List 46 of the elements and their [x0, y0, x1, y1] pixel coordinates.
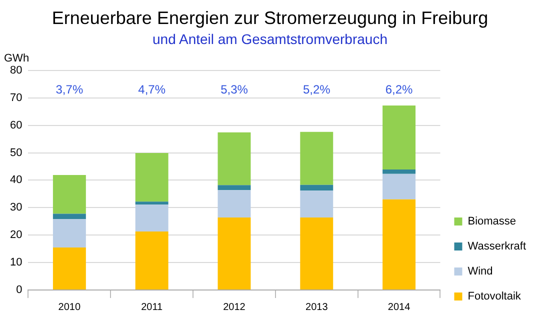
annotation: 4,7%: [138, 82, 166, 97]
x-tick-label: 2013: [306, 302, 328, 313]
bar: [300, 190, 334, 218]
chart-subtitle: und Anteil am Gesamtstromverbrauch: [152, 30, 388, 47]
bar: [300, 184, 334, 191]
y-tick-label: 40: [10, 174, 22, 186]
bar: [218, 132, 251, 186]
bar: [382, 199, 416, 290]
legend-label: Wasserkraft: [468, 240, 526, 253]
annotation: 6,2%: [385, 82, 414, 97]
bar: [218, 185, 251, 190]
bar: [300, 218, 334, 290]
x-tick-label: 2014: [388, 302, 411, 313]
bar: [135, 153, 168, 202]
bar: [382, 106, 416, 170]
bar: [382, 169, 416, 174]
chart-title: Erneuerbare Energien zur Stromerzeugung in Freiburg: [52, 8, 488, 28]
bar: [52, 219, 86, 248]
y-axis-title: GWh: [4, 52, 30, 64]
y-tick-label: 60: [10, 119, 22, 132]
legend-label: Fotovoltaik: [468, 290, 522, 303]
bar: [300, 132, 334, 185]
bar: [218, 218, 251, 290]
y-tick-label: 70: [10, 92, 22, 104]
bar: [135, 202, 168, 205]
bar: [218, 190, 251, 218]
bar: [135, 204, 168, 232]
legend-label: Wind: [468, 266, 493, 278]
y-tick-label: 30: [10, 202, 22, 214]
x-tick-label: 2010: [58, 302, 81, 313]
y-tick-label: 0: [16, 284, 22, 296]
y-tick-label: 10: [10, 256, 22, 269]
y-tick-label: 20: [10, 229, 22, 242]
annotation: 5,2%: [302, 82, 331, 97]
bar: [52, 247, 86, 290]
annotation: 3,7%: [56, 82, 84, 97]
legend-label: Biomasse: [468, 216, 516, 228]
y-tick-label: 50: [10, 146, 22, 159]
bar: [52, 174, 86, 214]
annotation: 5,3%: [220, 82, 248, 97]
bar: [135, 232, 168, 290]
y-tick-label: 80: [10, 64, 22, 76]
bar: [52, 214, 86, 220]
x-tick-label: 2012: [223, 302, 246, 313]
bar: [382, 174, 416, 200]
x-tick-label: 2011: [141, 302, 164, 313]
